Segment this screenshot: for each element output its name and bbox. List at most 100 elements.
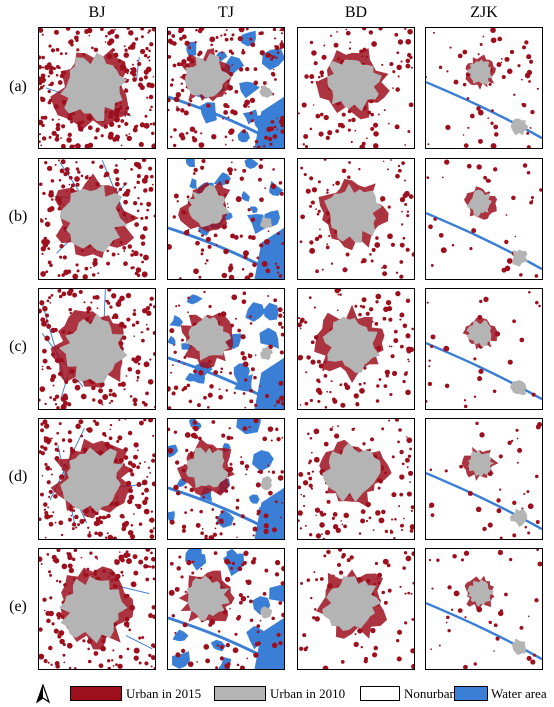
urban-2015-patch xyxy=(152,527,155,530)
urban-2015-patch xyxy=(516,437,519,440)
urban-2015-patch xyxy=(123,182,127,186)
urban-2015-patch xyxy=(530,659,536,665)
urban-2015-patch xyxy=(108,131,114,138)
urban-2015-patch xyxy=(54,521,57,524)
urban-2015-patch xyxy=(370,126,375,131)
urban-2015-patch xyxy=(43,508,47,511)
urban-2015-patch xyxy=(348,47,352,50)
urban-2015-patch xyxy=(135,320,140,325)
urban-2015-patch xyxy=(57,289,62,293)
urban-2015-patch xyxy=(91,273,95,276)
urban-2015-patch xyxy=(112,649,115,652)
urban-2015-patch xyxy=(187,311,189,314)
urban-2015-patch xyxy=(240,351,245,356)
urban-2015-patch xyxy=(200,248,205,252)
urban-2015-patch xyxy=(50,48,56,53)
urban-2015-patch xyxy=(55,47,60,52)
urban-2015-patch xyxy=(41,136,47,141)
urban-2015-patch xyxy=(180,648,186,654)
urban-2015-patch xyxy=(184,590,187,594)
urban-2015-patch xyxy=(141,400,146,405)
urban-2015-patch xyxy=(151,556,155,562)
urban-2015-patch xyxy=(62,643,66,647)
urban-2015-patch xyxy=(279,516,282,519)
urban-2015-patch xyxy=(73,667,77,669)
urban-2015-patch xyxy=(71,522,77,527)
urban-2015-patch xyxy=(256,624,261,628)
urban-2015-patch xyxy=(215,35,219,39)
column-header-bd: BD xyxy=(344,4,368,21)
water-body xyxy=(205,113,215,120)
urban-2015-patch xyxy=(236,498,240,503)
urban-2015-patch xyxy=(149,82,155,89)
urban-2015-patch xyxy=(467,491,473,496)
urban-2015-patch xyxy=(205,259,209,262)
urban-2015-patch xyxy=(168,427,171,432)
urban-2015-patch xyxy=(47,260,52,265)
urban-2015-patch xyxy=(46,365,51,370)
urban-2015-patch xyxy=(259,159,263,161)
urban-2015-patch xyxy=(254,641,260,647)
urban-2015-patch xyxy=(168,243,172,250)
urban-2015-patch xyxy=(126,72,129,75)
urban-2015-patch xyxy=(276,128,279,131)
urban-2015-patch xyxy=(44,513,50,520)
urban-2015-patch xyxy=(323,373,328,378)
urban-2015-patch xyxy=(259,385,261,387)
water-river xyxy=(426,80,542,140)
urban-2015-patch xyxy=(506,258,513,264)
urban-2015-patch xyxy=(71,527,75,531)
urban-2015-patch xyxy=(276,265,280,270)
urban-2015-patch xyxy=(128,30,134,36)
urban-2015-patch xyxy=(224,135,228,139)
urban-2015-patch xyxy=(361,305,366,309)
urban-2015-patch xyxy=(180,108,185,113)
legend-swatch-urban-2015 xyxy=(70,686,122,701)
urban-2015-patch xyxy=(316,359,321,364)
urban-2015-patch xyxy=(145,549,151,552)
urban-2015-patch xyxy=(180,338,184,342)
urban-2015-patch xyxy=(143,188,148,193)
urban-2015-patch xyxy=(39,133,42,136)
urban-2015-patch xyxy=(277,307,283,313)
urban-2015-patch xyxy=(404,28,407,31)
urban-2015-patch xyxy=(54,163,57,166)
urban-2015-patch xyxy=(257,145,261,148)
urban-2015-patch xyxy=(123,45,126,48)
urban-2015-patch xyxy=(248,105,250,108)
urban-2015-patch xyxy=(438,644,441,647)
urban-2015-patch xyxy=(300,166,304,170)
urban-2015-patch xyxy=(323,44,326,47)
urban-2015-patch xyxy=(115,663,118,667)
urban-2015-patch xyxy=(184,40,190,46)
urban-2015-patch xyxy=(410,505,414,510)
urban-2015-patch xyxy=(60,533,64,537)
urban-2010-core xyxy=(322,576,382,631)
urban-2015-patch xyxy=(172,215,176,219)
urban-2015-patch xyxy=(538,304,541,308)
urban-2015-patch xyxy=(405,38,412,45)
urban-2015-patch xyxy=(212,532,218,537)
urban-2015-patch xyxy=(224,92,227,95)
urban-2015-patch xyxy=(536,87,539,90)
urban-2015-patch xyxy=(282,44,284,49)
urban-2015-patch xyxy=(326,390,328,393)
urban-2015-patch xyxy=(392,87,394,89)
urban-2015-patch xyxy=(270,120,275,124)
urban-2015-patch xyxy=(240,514,245,519)
urban-2015-patch xyxy=(124,48,128,52)
urban-2015-patch xyxy=(56,549,61,553)
urban-2015-patch xyxy=(181,524,187,529)
urban-2015-patch xyxy=(145,46,149,51)
urban-2015-patch xyxy=(48,70,54,75)
urban-2015-patch xyxy=(259,197,264,203)
urban-2015-patch xyxy=(184,511,187,515)
urban-2015-patch xyxy=(311,50,317,56)
urban-2015-patch xyxy=(471,228,477,234)
urban-2015-patch xyxy=(466,97,470,100)
map-svg-bd-e xyxy=(299,549,414,669)
urban-2015-patch xyxy=(103,174,107,178)
urban-2015-patch xyxy=(221,51,224,54)
urban-2015-patch xyxy=(132,77,137,82)
urban-2015-patch xyxy=(39,627,43,632)
